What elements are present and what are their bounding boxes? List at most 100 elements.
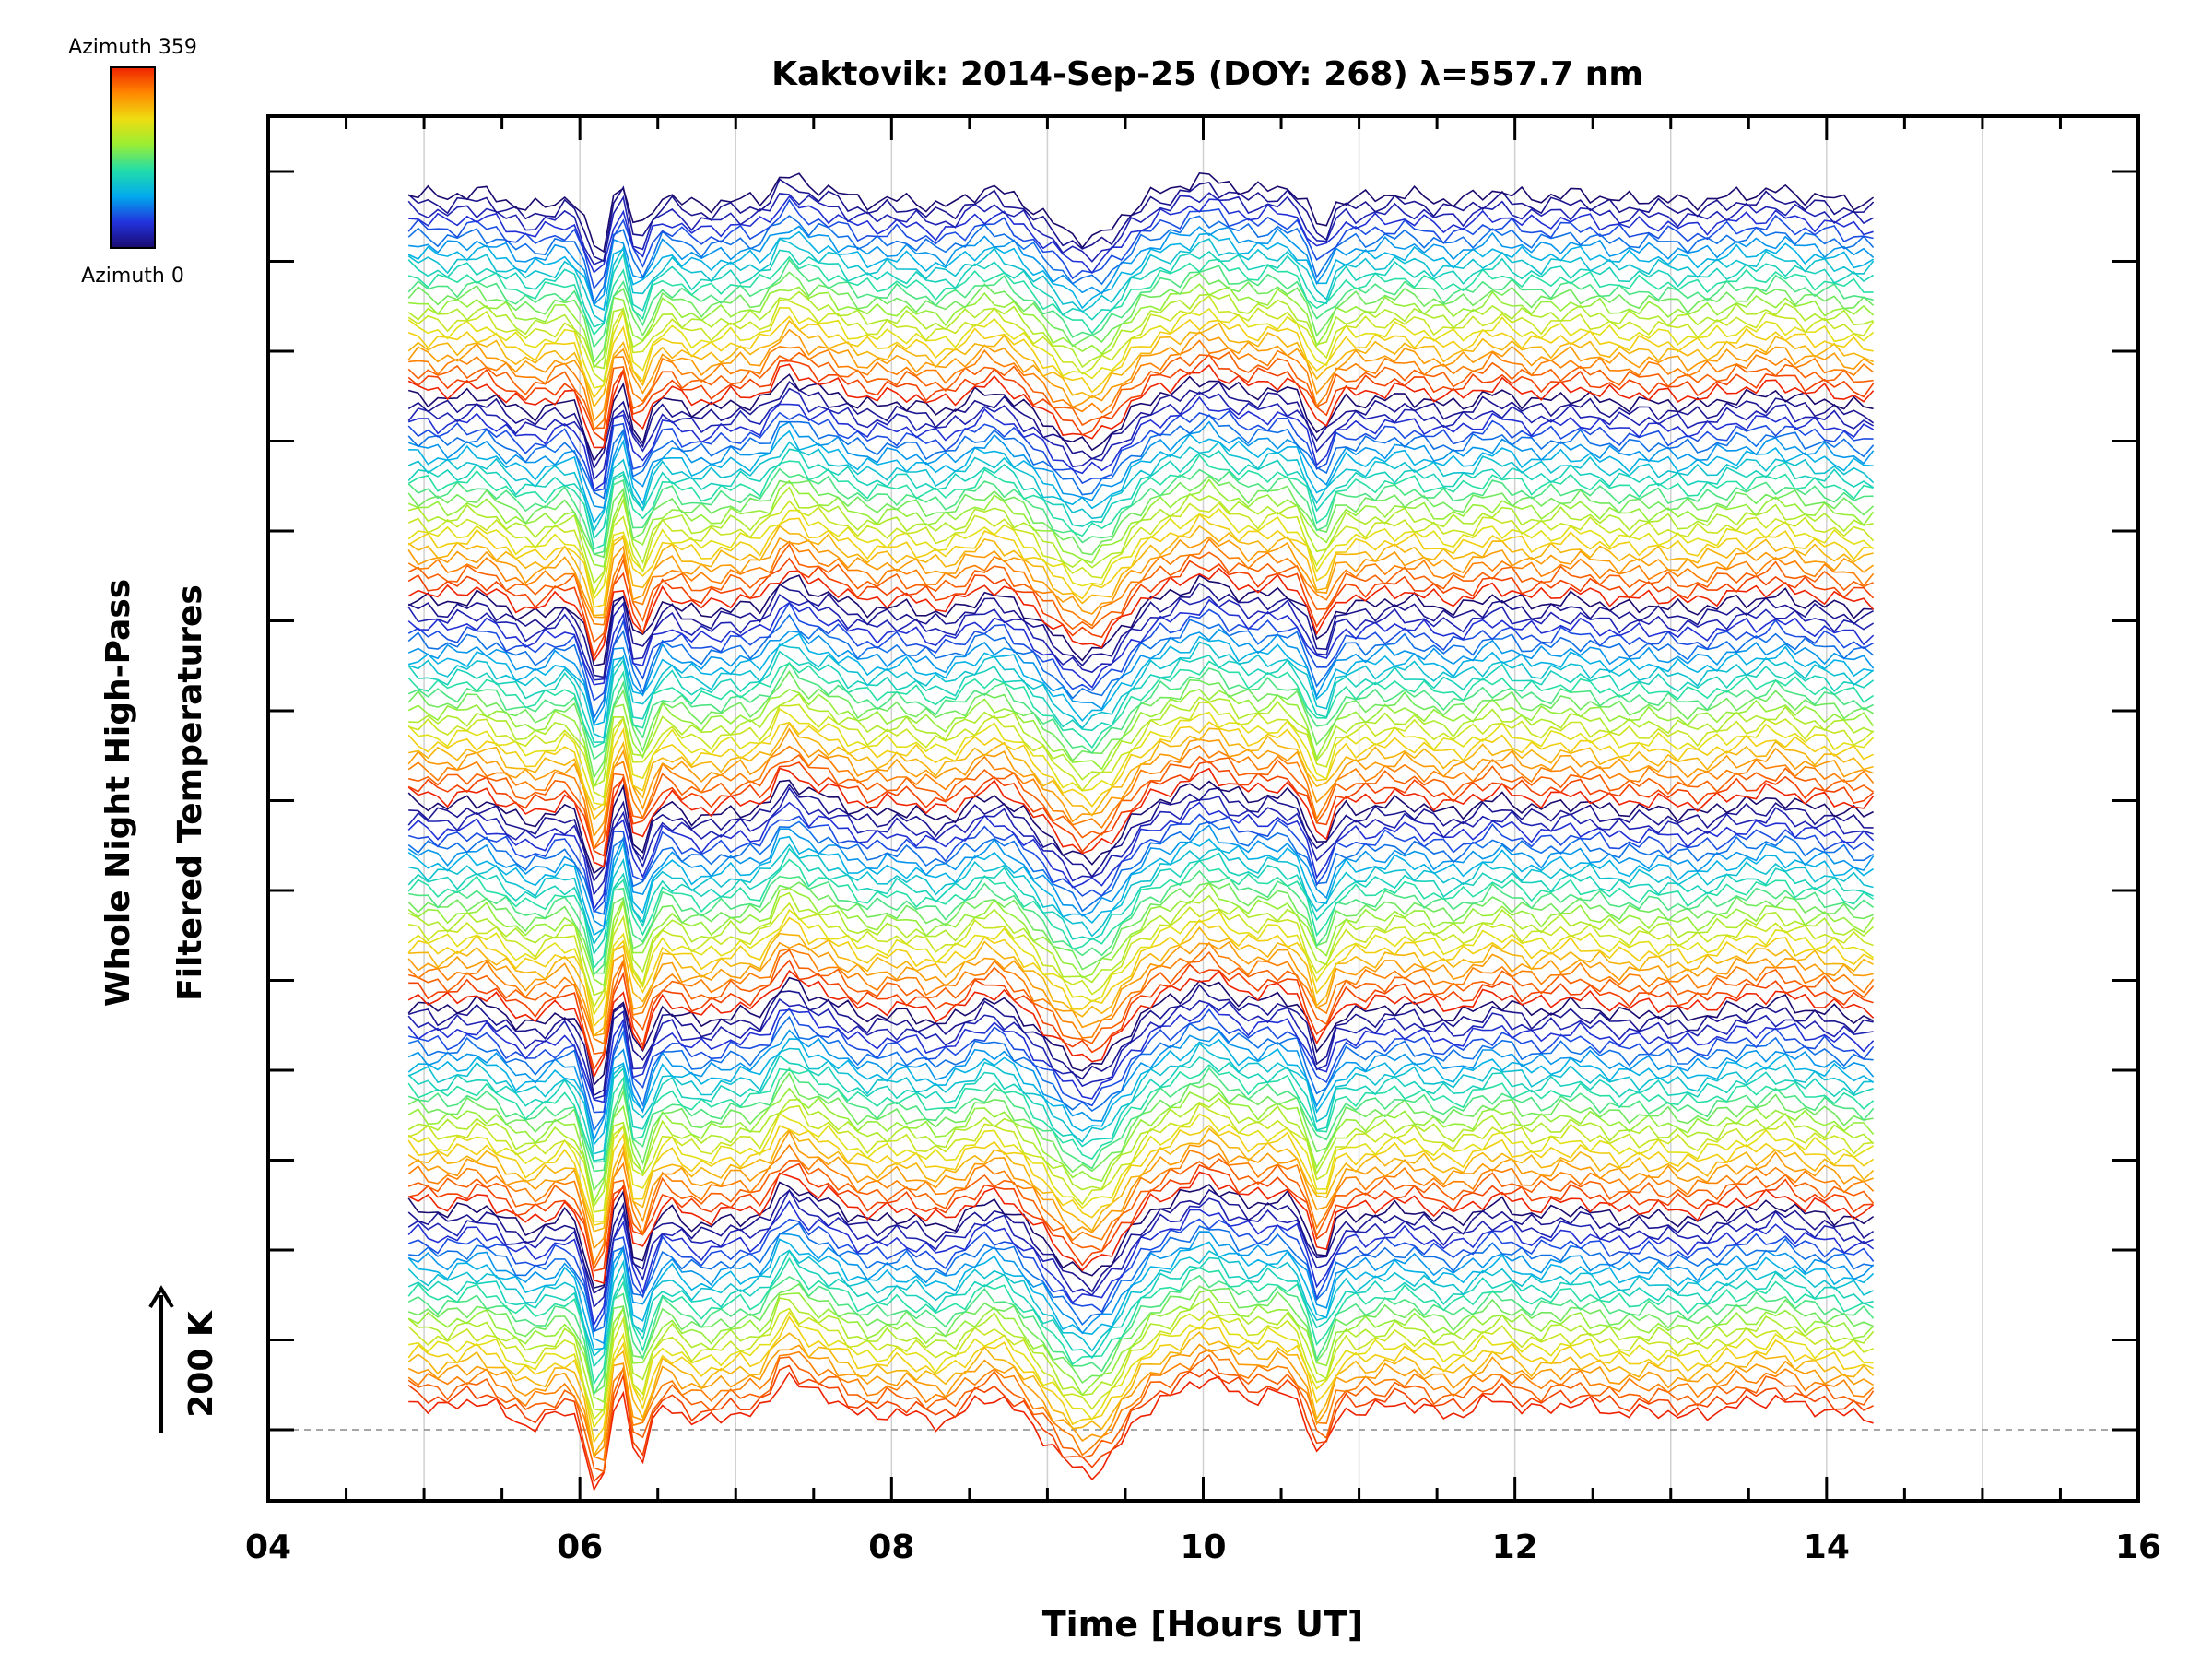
series-line-116 [407,395,1874,491]
series-line-125 [407,319,1874,408]
series-line-57 [407,891,1875,997]
series-line-102 [407,513,1874,608]
series-line-140 [408,195,1874,275]
series-line-53 [408,926,1874,1037]
x-tick-label-08: 08 [868,1528,914,1566]
series-line-65 [407,824,1875,928]
series-line-92 [407,598,1875,689]
series-line-87 [407,641,1875,739]
series-line-58 [407,882,1875,987]
series-line-39 [407,1042,1874,1155]
series-line-137 [408,225,1875,306]
series-line-19 [407,1218,1875,1334]
series-line-5 [407,1330,1875,1457]
series-line-59 [407,881,1874,974]
series-group [407,171,1875,1492]
series-line-112 [408,430,1874,525]
series-line-55 [407,908,1875,1017]
series-line-75 [407,745,1875,851]
series-line-14 [407,1249,1874,1368]
series-line-111 [407,441,1875,534]
x-ticks [266,116,2140,1501]
series-line-120 [407,363,1875,449]
scale-bar-label: 200 K [182,1310,220,1418]
series-line-128 [407,294,1875,383]
colorbar-top-label: Azimuth 359 [68,36,197,59]
series-line-81 [408,692,1874,788]
series-line-43 [408,1007,1875,1114]
series-line-45 [407,997,1874,1100]
x-tick-label-06: 06 [557,1528,603,1566]
series-line-4 [407,1343,1875,1458]
x-tick-labels: 04 06 08 10 12 14 16 [245,1528,2161,1566]
series-line-142 [407,178,1875,263]
series-line-34 [407,1087,1875,1206]
series-line-38 [407,1055,1874,1162]
series-line-115 [407,410,1874,492]
series-line-60 [408,869,1875,976]
series-line-73 [407,761,1875,857]
series-line-66 [407,820,1875,915]
series-line-80 [407,701,1875,799]
series-line-122 [407,351,1874,430]
gridlines [423,116,1983,1501]
series-line-17 [407,1231,1875,1345]
series-line-114 [407,413,1875,500]
series-line-119 [407,373,1874,463]
series-line-135 [407,238,1875,324]
series-line-138 [407,215,1875,305]
series-line-98 [407,543,1874,643]
series-line-130 [408,283,1875,370]
series-line-16 [407,1238,1875,1350]
series-line-2 [407,1353,1875,1473]
series-line-67 [407,813,1875,914]
series-line-143 [408,171,1875,254]
series-line-6 [407,1315,1874,1445]
series-line-134 [407,249,1875,328]
series-line-3 [407,1349,1875,1462]
x-tick-label-14: 14 [1804,1528,1850,1566]
series-line-118 [407,380,1875,470]
series-line-18 [408,1221,1874,1333]
chart-title: Kaktovik: 2014-Sep-25 (DOY: 268) λ=557.7… [771,55,1643,93]
series-line-49 [408,959,1874,1072]
series-line-104 [407,500,1875,596]
series-line-1 [407,1364,1874,1483]
series-line-32 [407,1103,1874,1213]
series-line-101 [407,525,1874,617]
series-line-9 [407,1297,1875,1411]
x-tick-label-16: 16 [2115,1528,2161,1566]
series-line-109 [407,454,1874,550]
series-line-103 [407,507,1875,601]
series-line-25 [408,1162,1874,1272]
colorbar-bottom-label: Azimuth 0 [81,265,184,288]
x-tick-label-10: 10 [1180,1528,1226,1566]
series-line-106 [407,478,1875,568]
series-line-127 [407,306,1875,389]
y-axis-label-line2: Filtered Temperatures [171,584,209,1001]
x-axis-label: Time [Hours UT] [1042,1604,1364,1645]
series-line-41 [407,1029,1875,1142]
series-line-131 [407,271,1875,364]
series-line-83 [407,669,1874,780]
series-line-27 [407,1143,1875,1268]
series-line-54 [407,916,1874,1028]
series-line-89 [407,628,1875,726]
series-line-97 [407,557,1875,659]
series-line-29 [407,1127,1875,1233]
series-line-86 [407,650,1875,744]
series-line-24 [407,1171,1875,1285]
series-line-77 [408,722,1874,821]
series-line-48 [407,969,1875,1079]
series-line-50 [407,949,1875,1056]
series-line-68 [407,801,1875,911]
series-line-10 [407,1289,1875,1404]
series-line-33 [407,1097,1875,1209]
colorbar [110,66,156,249]
series-line-64 [407,835,1875,937]
series-line-84 [407,661,1874,761]
series-line-121 [407,353,1875,442]
series-line-21 [407,1188,1874,1309]
series-line-95 [407,573,1874,667]
